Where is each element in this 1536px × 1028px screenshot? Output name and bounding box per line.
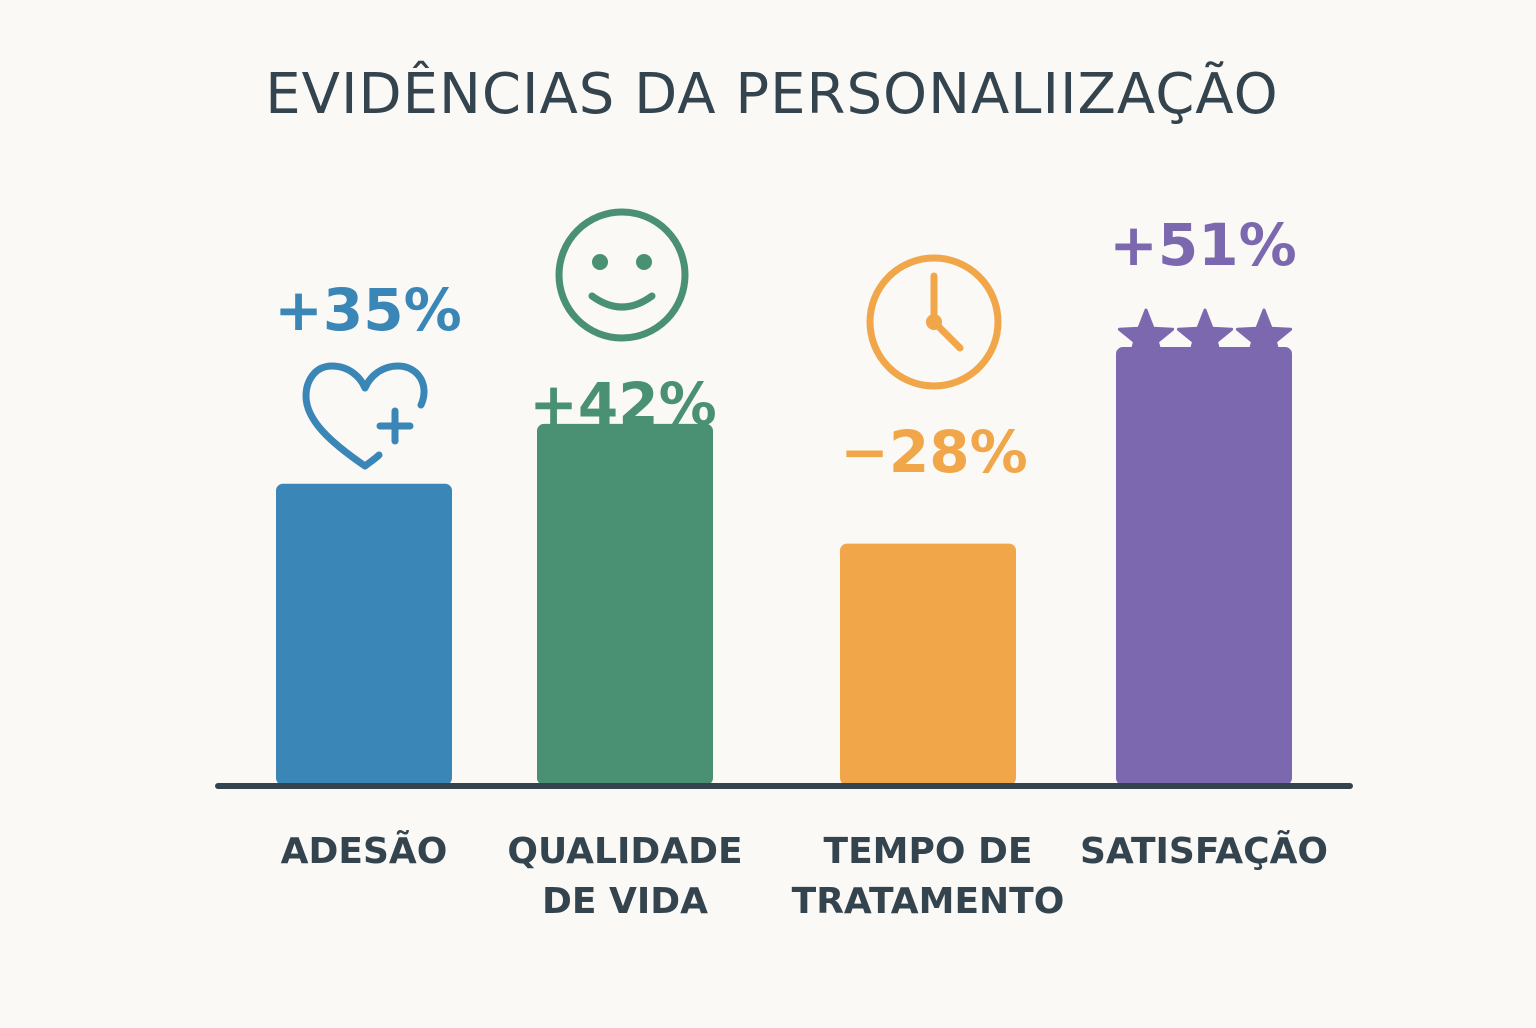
category-label-line: TEMPO DE <box>824 831 1033 872</box>
category-label-tempo-de-tratamento: TEMPO DE TRATAMENTO <box>792 831 1065 922</box>
bar-tempo-de-tratamento <box>840 543 1016 785</box>
category-label-qualidade-de-vida: QUALIDADE DE VIDA <box>507 831 742 922</box>
star-icon <box>1117 308 1175 363</box>
smiley-eye <box>636 254 652 270</box>
category-label-adesao: ADESÃO <box>281 830 448 872</box>
category-label-line: TRATAMENTO <box>792 881 1065 922</box>
clock-icon <box>866 254 1002 390</box>
bar-satisfacao <box>1116 346 1292 785</box>
value-label-qualidade-de-vida: +42% <box>529 370 716 438</box>
value-label-adesao: +35% <box>274 276 461 344</box>
bar-qualidade-de-vida <box>537 423 713 785</box>
star-icon <box>1176 308 1234 363</box>
heart-plus-icon <box>302 362 428 470</box>
category-label-satisfacao: SATISFAÇÃO <box>1080 830 1328 872</box>
category-label-line: ADESÃO <box>281 830 448 872</box>
chart-title: EVIDÊNCIAS DA PERSONALIIZAÇÃO <box>265 62 1278 127</box>
smiley-eye <box>592 254 608 270</box>
category-labels-group: ADESÃO QUALIDADE DE VIDA TEMPO DE TRATAMENTO… <box>281 830 1328 922</box>
category-label-line: DE VIDA <box>542 881 708 922</box>
smiley-face-icon <box>555 208 689 342</box>
three-stars-icon <box>1117 308 1293 363</box>
icons-group <box>302 208 1293 470</box>
value-labels-group: +35% +42% −28% +51% <box>274 211 1296 486</box>
bar-adesao <box>276 483 452 785</box>
bars-group <box>276 346 1292 785</box>
category-label-line: QUALIDADE <box>507 831 742 872</box>
value-label-tempo-de-tratamento: −28% <box>840 418 1027 486</box>
category-label-line: SATISFAÇÃO <box>1080 830 1328 872</box>
star-icon <box>1235 308 1293 363</box>
value-label-satisfacao: +51% <box>1109 211 1296 279</box>
